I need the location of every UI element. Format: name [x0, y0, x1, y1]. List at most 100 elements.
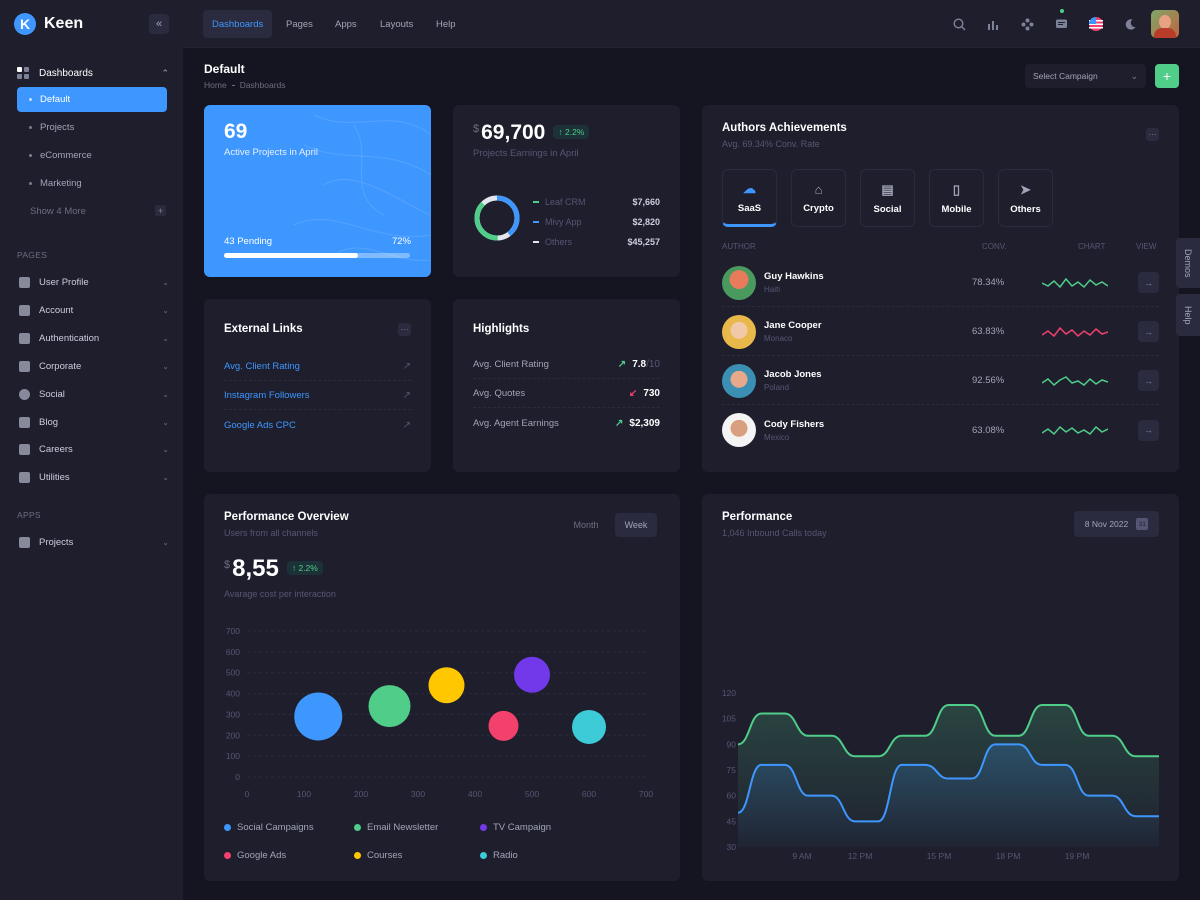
area-fill: [738, 744, 1159, 847]
legend-item[interactable]: Email Newsletter: [354, 822, 438, 833]
nav-layouts[interactable]: Layouts: [380, 18, 414, 30]
sidebar-item-dashboards[interactable]: Dashboards ⌃: [17, 67, 169, 79]
author-name[interactable]: Jane Cooper: [764, 320, 822, 331]
sidebar-item-account[interactable]: Account ⌄: [19, 305, 169, 316]
earnings-item-value: $2,820: [632, 217, 660, 227]
sidebar-item-corporate[interactable]: Corporate ⌄: [19, 361, 169, 372]
legend-item[interactable]: Google Ads: [224, 850, 286, 861]
view-arrow-button[interactable]: →: [1138, 370, 1159, 391]
brand-logo[interactable]: K Keen: [14, 13, 83, 35]
chart-icon[interactable]: [986, 17, 1000, 31]
show-more-link[interactable]: Show 4 More: [30, 206, 86, 217]
notification-dot: [1060, 9, 1064, 13]
y-tick-label: 90: [727, 739, 737, 749]
bubble-point[interactable]: [572, 709, 606, 744]
user-avatar[interactable]: [1151, 10, 1179, 38]
help-tab[interactable]: Help: [1176, 294, 1200, 336]
briefcase-icon: [19, 444, 30, 455]
legend-item[interactable]: Social Campaigns: [224, 822, 314, 833]
highlight-row: Avg. Agent Earnings ↗ $2,309: [473, 409, 660, 437]
apps-icon[interactable]: [1020, 17, 1034, 31]
more-menu-icon[interactable]: ···: [398, 323, 411, 336]
author-name[interactable]: Guy Hawkins: [764, 271, 824, 282]
tab-crypto[interactable]: ⌂ Crypto: [791, 169, 846, 227]
author-name[interactable]: Jacob Jones: [764, 369, 822, 380]
highlight-label: Avg. Client Rating: [473, 359, 549, 370]
earnings-total: $ 69,700 ↑ 2.2%: [473, 121, 590, 145]
external-link[interactable]: Google Ads CPC ↗: [224, 411, 411, 439]
sidebar-subitem-projects[interactable]: Projects: [17, 115, 167, 140]
sidebar-item-utilities[interactable]: Utilities ⌄: [19, 472, 169, 483]
pending-label: 43 Pending: [224, 236, 273, 247]
bank-icon: ⌂: [814, 182, 823, 197]
y-tick-label: 400: [226, 689, 240, 699]
bullet-icon: [29, 98, 32, 101]
moon-icon[interactable]: [1123, 17, 1137, 31]
view-arrow-button[interactable]: →: [1138, 419, 1159, 441]
external-link[interactable]: Instagram Followers ↗: [224, 382, 411, 410]
view-arrow-button[interactable]: →: [1138, 321, 1159, 342]
y-tick-label: 700: [226, 626, 240, 636]
arrow-up-right-icon: ↗: [617, 359, 627, 370]
x-tick-label: 300: [411, 789, 425, 799]
external-link[interactable]: Avg. Client Rating ↗: [224, 353, 411, 381]
sidebar-subitem-ecommerce[interactable]: eCommerce: [17, 143, 167, 168]
breadcrumb-dashboards[interactable]: Dashboards: [239, 80, 286, 90]
earnings-item: Others $45,257: [533, 232, 660, 252]
sidebar-item-user-profile[interactable]: User Profile ⌄: [19, 277, 169, 288]
sidebar-subitem-default[interactable]: Default: [17, 87, 167, 112]
legend-item[interactable]: Radio: [480, 850, 518, 861]
sidebar-item-apps-projects[interactable]: Projects ⌄: [19, 537, 169, 548]
sidebar-item-authentication[interactable]: Authentication ⌄: [19, 333, 169, 344]
author-conv: 63.83%: [972, 326, 1005, 337]
card-title: Highlights: [473, 323, 530, 335]
sidebar-item-label: Social: [39, 389, 65, 400]
arrow-down-left-icon: ↙: [628, 388, 638, 399]
legend-item[interactable]: TV Campaign: [480, 822, 551, 833]
toggle-month[interactable]: Month: [573, 520, 599, 530]
avatar: [722, 363, 756, 398]
sidebar-item-careers[interactable]: Careers ⌄: [19, 444, 169, 455]
sidebar-item-blog[interactable]: Blog ⌄: [19, 417, 169, 428]
nav-pages[interactable]: Pages: [286, 18, 313, 30]
bubble-point[interactable]: [514, 656, 550, 693]
demos-tab[interactable]: Demos: [1176, 238, 1200, 288]
currency-symbol: $: [224, 559, 231, 571]
bubble-point[interactable]: [294, 692, 343, 741]
nav-help[interactable]: Help: [436, 18, 456, 30]
bubble-point[interactable]: [428, 667, 465, 704]
toggle-week[interactable]: Week: [615, 513, 657, 537]
tab-saas[interactable]: ☁ SaaS: [722, 169, 777, 227]
add-button[interactable]: +: [1155, 64, 1179, 88]
sidebar-subitem-marketing[interactable]: Marketing: [17, 171, 167, 196]
breadcrumb-home[interactable]: Home: [204, 80, 227, 90]
earnings-donut-chart: [474, 195, 520, 241]
search-icon[interactable]: [952, 17, 966, 31]
earnings-badge: ↑ 2.2%: [553, 125, 590, 139]
collapse-sidebar-button[interactable]: «: [149, 14, 169, 34]
flag-icon[interactable]: [1089, 17, 1103, 31]
tab-others[interactable]: ➤ Others: [998, 169, 1053, 227]
cost-total: $ 8,55 ↑ 2.2%: [224, 555, 323, 583]
sidebar: K Keen « Dashboards ⌃ Default Projects e…: [0, 0, 183, 900]
nav-dashboards[interactable]: Dashboards: [203, 10, 273, 38]
tab-social[interactable]: ▤ Social: [860, 169, 915, 227]
author-name[interactable]: Cody Fishers: [764, 418, 825, 430]
tab-mobile[interactable]: ▯ Mobile: [929, 169, 984, 227]
legend-marker: [533, 221, 539, 223]
bubble-point[interactable]: [368, 685, 411, 728]
bubble-point[interactable]: [488, 710, 519, 741]
highlight-row: Avg. Quotes ↙ 730: [473, 380, 660, 408]
earnings-item-name: Mivy App: [545, 217, 582, 227]
chevron-down-icon: ⌄: [162, 538, 169, 547]
chat-icon[interactable]: [1054, 17, 1068, 31]
nav-apps[interactable]: Apps: [335, 18, 357, 30]
date-picker[interactable]: 8 Nov 2022 31: [1074, 511, 1159, 537]
campaign-select[interactable]: Select Campaign ⌄: [1025, 64, 1146, 88]
plus-icon[interactable]: +: [155, 205, 166, 216]
send-icon: ➤: [1020, 181, 1031, 197]
legend-item[interactable]: Courses: [354, 850, 402, 861]
sidebar-item-social[interactable]: Social ⌄: [19, 389, 169, 400]
more-menu-icon[interactable]: ···: [1146, 128, 1159, 141]
view-arrow-button[interactable]: →: [1138, 272, 1159, 293]
